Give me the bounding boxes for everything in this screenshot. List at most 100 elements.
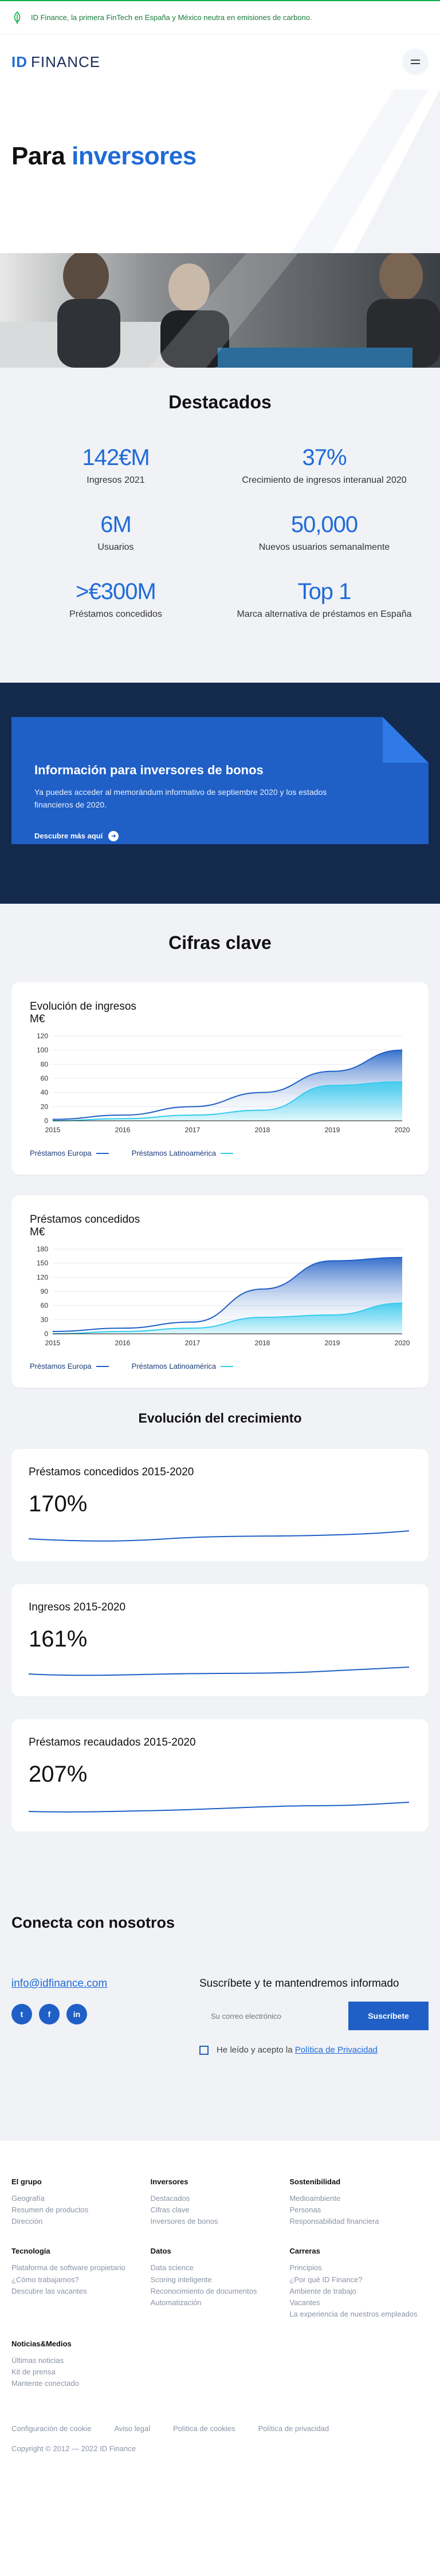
x-tick-label: 2018 [255,1126,270,1134]
series-line [52,1302,403,1334]
arrow-right-icon: ➜ [108,830,119,841]
logo[interactable]: ID FINANCE [11,53,100,71]
footer-link[interactable]: La experiencia de nuestros empleados [289,2309,418,2318]
footer-link[interactable]: Responsabilidad financiera [289,2217,379,2226]
x-tick-label: 2017 [185,1339,201,1347]
footer-link[interactable]: Data science [150,2263,194,2272]
site-header: ID FINANCE [0,34,440,89]
highlights-title: Destacados [168,392,272,412]
footer-link[interactable]: ¿Por qué ID Finance? [289,2275,363,2284]
chart-legend: Préstamos Europa Préstamos Latinoamérica [30,1149,410,1157]
footer-link[interactable]: Últimas noticias [11,2356,64,2365]
footer-link[interactable]: Descubre las vacantes [11,2286,87,2295]
x-tick-label: 2015 [45,1126,61,1134]
footer-column-title: Inversores [150,2177,188,2186]
footer-link[interactable]: Vacantes [289,2298,320,2307]
footer-link[interactable]: Automatización [150,2298,202,2307]
y-tick-label: 30 [41,1315,49,1324]
consent-checkbox[interactable] [199,2045,209,2055]
announcement-text: ID Finance, la primera FinTech en España… [31,13,312,22]
growth-card: Ingresos 2015-2020 161% [11,1584,429,1696]
footer-link[interactable]: Medioambiente [289,2194,341,2203]
x-tick-label: 2015 [45,1339,61,1347]
y-tick-label: 90 [41,1287,49,1295]
hero: Para inversores [0,89,440,253]
y-tick-label: 0 [44,1330,48,1338]
series-area [53,1082,402,1121]
y-tick-label: 60 [41,1302,49,1310]
legend-item[interactable]: Préstamos Latinoamérica [132,1362,234,1370]
site-footer: El grupo Geografía Resumen de productos Dir… [0,2141,440,2453]
y-tick-label: 120 [37,1273,48,1281]
growth-sparkline [28,1530,410,1542]
bonds-title: Información para inversores de bonos [34,763,264,777]
email-field[interactable] [199,2002,348,2030]
footer-bottom-link[interactable]: Política de cookies [173,2424,235,2433]
footer-column: Inversores Destacados Cifras clave Inversor… [151,2177,290,2227]
y-tick-label: 120 [37,1032,48,1040]
stat-item: Top 1 Marca alternativa de préstamos en E… [237,579,412,619]
x-tick-label: 2016 [115,1339,131,1347]
connect-title: Conecta con nosotros [11,1914,175,1931]
x-tick-label: 2020 [395,1126,410,1134]
footer-bottom-link[interactable]: Aviso legal [114,2424,151,2433]
footer-bottom-link[interactable]: Política de privacidad [258,2424,329,2433]
footer-link[interactable]: ¿Cómo trabajamos? [11,2275,79,2284]
footer-link[interactable]: Inversores de bonos [150,2217,218,2226]
twitter-icon[interactable]: t [11,2004,32,2024]
legend-item[interactable]: Préstamos Latinoamérica [132,1149,234,1157]
bonds-cta-link[interactable]: Descubre más aquí ➜ [34,830,406,841]
footer-column-title: Noticias&Medios [11,2339,72,2349]
footer-column-title: El grupo [11,2177,42,2186]
footer-column-title: Datos [150,2247,171,2256]
footer-link[interactable]: Geografía [11,2194,45,2203]
logo-word: FINANCE [31,53,101,70]
series-line [52,1081,403,1121]
footer-link[interactable]: Dirección [11,2217,43,2226]
x-tick-label: 2016 [115,1126,131,1134]
footer-link[interactable]: Principios [289,2263,322,2272]
data-point [332,1071,333,1072]
footer-bottom-link[interactable]: Configuración de cookie [11,2424,92,2433]
y-tick-label: 40 [41,1089,49,1097]
x-tick-label: 2017 [185,1126,201,1134]
footer-link[interactable]: Resumen de productos [11,2205,89,2215]
subscribe-button[interactable]: Suscríbete [348,2002,429,2030]
email-link[interactable]: info@idfinance.com [11,1978,108,1990]
data-point [262,1092,263,1093]
legend-item[interactable]: Préstamos Europa [30,1149,109,1157]
hero-photo [0,253,440,368]
bonds-text: Ya puedes acceder al memorándum informat… [34,787,327,810]
footer-link[interactable]: Personas [289,2205,321,2215]
footer-link[interactable]: Kit de prensa [11,2368,56,2377]
footer-link[interactable]: Ambiente de trabajo [289,2286,356,2295]
footer-link[interactable]: Scoring inteligente [150,2275,212,2284]
growth-sparkline [28,1802,410,1813]
footer-link[interactable]: Reconocimiento de documentos [150,2286,257,2295]
growth-section: Evolución del crecimiento Préstamos conc… [11,1411,429,1831]
x-tick-label: 2018 [255,1339,270,1347]
highlights-grid: 142€M Ingresos 2021 37% Crecimiento de ing… [11,445,429,620]
top-accent-bar [0,0,440,1]
facebook-icon[interactable]: f [39,2004,60,2024]
y-tick-label: 100 [37,1046,48,1054]
revenue-chart: 0 20 40 60 80 100 120 2015 2016 2017 2018 2019 2020 [37,1032,410,1134]
series-area [53,1303,402,1334]
footer-link[interactable]: Mantente conectado [11,2379,79,2388]
x-tick-label: 2020 [395,1339,410,1347]
privacy-policy-link[interactable]: Política de Privacidad [294,2045,378,2055]
y-tick-label: 60 [41,1074,49,1082]
chart-unit: M€ [30,1013,45,1025]
growth-sparkline [28,1667,410,1676]
footer-link[interactable]: Plataforma de software propietario [11,2263,125,2272]
logo-id: ID [11,53,28,70]
footer-column-title: Sostenibilidad [289,2177,341,2186]
footer-column: Sostenibilidad Medioambiente Personas Respo… [289,2177,429,2227]
menu-button[interactable] [402,49,429,75]
linkedin-icon[interactable]: in [66,2004,87,2024]
legend-item[interactable]: Préstamos Europa [30,1362,109,1370]
growth-card: Préstamos concedidos 2015-2020 170% [11,1449,429,1561]
data-point [402,1257,403,1258]
footer-link[interactable]: Destacados [150,2194,190,2203]
footer-link[interactable]: Cifras clave [150,2205,190,2215]
